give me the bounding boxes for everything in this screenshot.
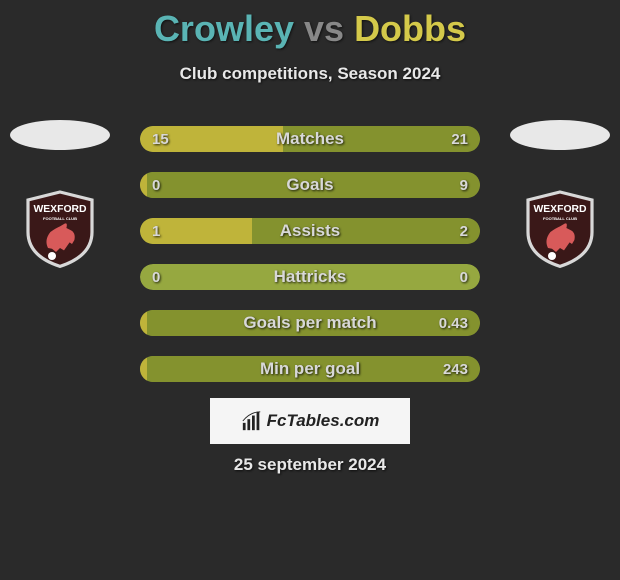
stat-bar: 00Hattricks — [140, 264, 480, 290]
player2-club-crest: WEXFORD FOOTBALL CLUB — [520, 188, 600, 268]
stat-value-left: 15 — [140, 126, 181, 152]
stat-bar: 243Min per goal — [140, 356, 480, 382]
crest-text: WEXFORD — [33, 204, 87, 215]
subtitle: Club competitions, Season 2024 — [0, 64, 620, 84]
player2-column: WEXFORD FOOTBALL CLUB — [510, 120, 610, 268]
stat-bar: 0.43Goals per match — [140, 310, 480, 336]
stat-value-left: 1 — [140, 218, 172, 244]
stat-value-left — [140, 310, 164, 336]
stat-value-left — [140, 356, 164, 382]
stat-value-left: 0 — [140, 172, 172, 198]
stat-bar: 09Goals — [140, 172, 480, 198]
svg-text:FOOTBALL CLUB: FOOTBALL CLUB — [43, 216, 77, 221]
svg-text:FOOTBALL CLUB: FOOTBALL CLUB — [543, 216, 577, 221]
player1-club-crest: WEXFORD FOOTBALL CLUB — [20, 188, 100, 268]
player1-silhouette-placeholder — [10, 120, 110, 150]
page-title: Crowley vs Dobbs — [0, 0, 620, 50]
title-player1: Crowley — [154, 8, 294, 49]
date: 25 september 2024 — [0, 455, 620, 475]
stat-value-right: 9 — [448, 172, 480, 198]
svg-text:WEXFORD: WEXFORD — [533, 204, 587, 215]
title-player2: Dobbs — [354, 8, 466, 49]
stat-value-left: 0 — [140, 264, 172, 290]
player1-column: WEXFORD FOOTBALL CLUB — [10, 120, 110, 268]
stat-value-right: 2 — [448, 218, 480, 244]
chart-icon — [241, 410, 263, 432]
watermark: FcTables.com — [210, 398, 410, 444]
stat-bars: 1521Matches09Goals12Assists00Hattricks0.… — [140, 126, 480, 382]
stat-value-right: 0.43 — [427, 310, 480, 336]
stat-bar: 12Assists — [140, 218, 480, 244]
title-vs: vs — [304, 8, 344, 49]
stat-value-right: 0 — [448, 264, 480, 290]
stat-value-right: 21 — [439, 126, 480, 152]
player2-silhouette-placeholder — [510, 120, 610, 150]
stat-bar: 1521Matches — [140, 126, 480, 152]
watermark-text: FcTables.com — [267, 411, 380, 431]
stat-value-right: 243 — [431, 356, 480, 382]
